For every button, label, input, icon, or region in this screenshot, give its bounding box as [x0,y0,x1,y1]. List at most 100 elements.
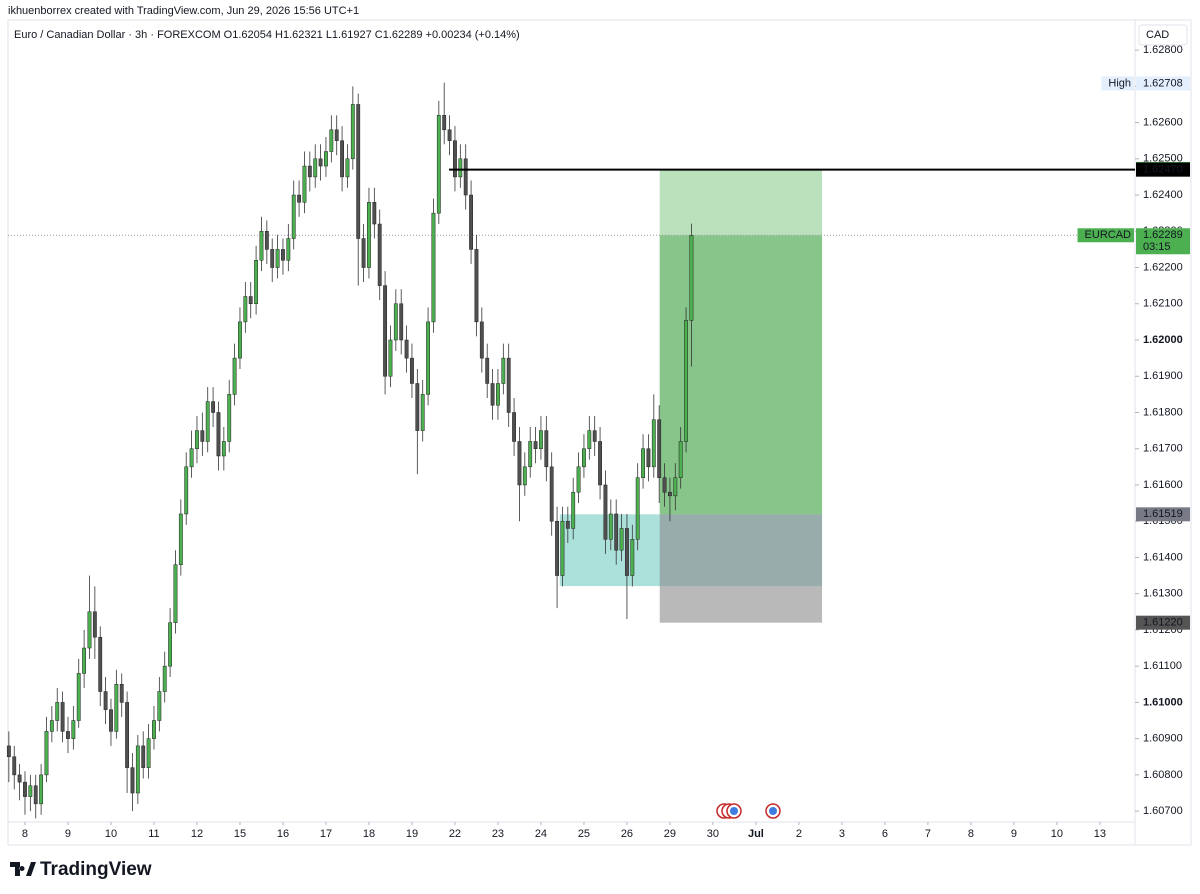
candle-body [248,296,253,305]
x-tick-label: 18 [363,828,375,840]
y-tick-label: 1.62600 [1143,116,1183,128]
candle-body [388,339,393,377]
candle-body [291,194,296,239]
candle-body [130,767,135,794]
price-label-name-bg [1101,76,1134,91]
price-label-text: 1.62289 [1143,229,1183,241]
y-tick-label: 1.62000 [1143,334,1183,346]
x-tick-label: 29 [664,828,676,840]
y-tick-label: 1.61700 [1143,443,1183,455]
candle-body [377,223,382,286]
x-tick-label: 12 [191,828,203,840]
x-tick-label: 9 [65,828,71,840]
candle-body [544,430,549,468]
price-label-text: 1.62470 [1143,164,1183,176]
candle-body [646,448,651,468]
x-tick-label: 15 [234,828,246,840]
candle-body [420,394,425,431]
x-tick-label: 2 [796,828,802,840]
x-tick-label: 10 [1051,828,1063,840]
y-tick-label: 1.60700 [1143,805,1183,817]
candle-body [555,520,559,576]
candle-body [270,249,275,268]
candle-body [259,231,264,261]
candle-body [662,477,667,493]
candle-body [383,285,387,377]
candle-body [87,611,92,649]
candle-body [232,357,237,395]
plot [6,82,1135,819]
x-tick-label: Jul [748,828,764,840]
candle-body [657,419,662,478]
candle-body [216,412,221,457]
y-tick-label: 1.62800 [1143,44,1183,56]
candle-body [49,720,54,732]
candle-body [496,383,500,406]
price-label-text: 1.61519 [1143,508,1183,520]
candle-body [619,528,624,551]
logo-text: TradingView [40,859,152,880]
candle-body [458,158,463,178]
currency-button[interactable] [1138,24,1188,46]
candle-body [453,140,457,178]
candle-body [539,430,543,449]
currency[interactable]: CAD [1146,29,1169,41]
x-tick-label: 10 [105,828,117,840]
candle-body [39,774,44,805]
y-tick-label: 1.62200 [1143,261,1183,273]
open-profit [659,235,823,515]
price-label-text: 1.62708 [1143,77,1183,89]
x-tick-label: 11 [148,828,159,840]
candle-body [12,756,17,776]
candle-body [485,357,490,384]
candle-body [608,513,613,540]
candle-body [135,745,140,794]
candle-body [533,441,538,449]
event-icon-inner [769,807,777,815]
candle-body [651,419,656,468]
candle-body [587,430,592,449]
candle-body [173,564,178,623]
x-tick-label: 16 [277,828,289,840]
price-label [1136,162,1190,177]
candle-body [517,441,522,486]
candle-body [60,702,65,732]
candle-body [582,448,586,468]
candle-body [307,165,312,178]
x-tick-label: 26 [621,828,633,840]
candle-body [356,104,361,239]
candle-body [302,165,307,203]
candle-body [592,430,597,442]
candle-body [119,684,124,703]
candle-body [603,484,608,540]
x-tick-label: 17 [320,828,332,840]
candle-body [528,441,533,468]
price-label-sub: 03:15 [1143,241,1171,253]
candle-body [565,520,570,529]
y-tick-label: 1.61800 [1143,406,1183,418]
candle-body [576,466,581,493]
candle-body [28,785,33,797]
candle-body [415,383,420,431]
candle-body [399,303,404,341]
x-tick-label: 8 [22,828,28,840]
x-tick-label: 22 [449,828,461,840]
candle-body [275,249,280,268]
candle-body [393,303,398,341]
candle-body [178,513,183,565]
event-icon-inner [730,807,738,815]
candle-body [463,158,468,196]
y-tick-label: 1.60800 [1143,769,1183,781]
candle-body [103,691,108,710]
price-label [1136,615,1190,630]
event-icons[interactable] [716,803,781,819]
candle-body [125,702,130,768]
x-tick-label: 8 [968,828,974,840]
candle-body [436,115,441,214]
candle-body [614,513,619,551]
candle-body [243,296,248,323]
credit: ikhuenborrex created with TradingView.co… [8,5,359,17]
candle-body [264,231,269,250]
candle-body [141,745,146,768]
